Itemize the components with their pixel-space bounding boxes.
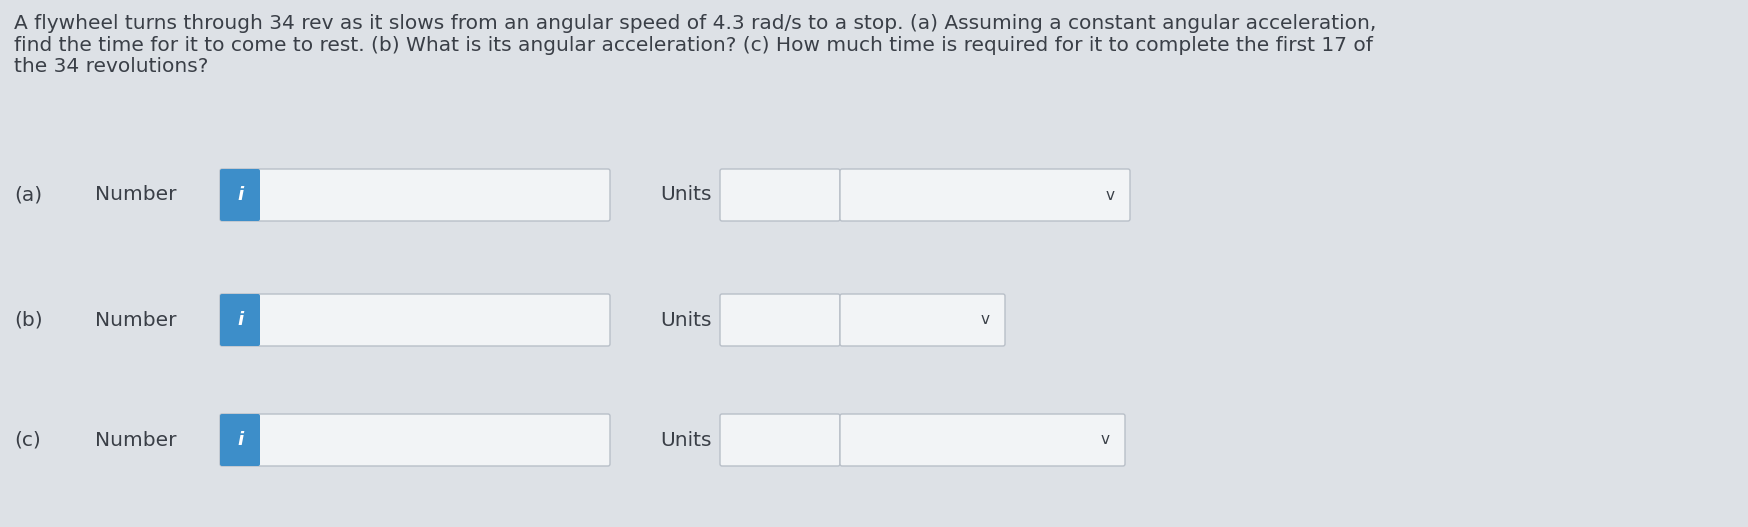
Text: (a): (a) bbox=[14, 186, 42, 204]
FancyBboxPatch shape bbox=[720, 169, 841, 221]
FancyBboxPatch shape bbox=[220, 414, 260, 466]
Text: (b): (b) bbox=[14, 310, 42, 329]
FancyBboxPatch shape bbox=[841, 294, 1005, 346]
Text: Number: Number bbox=[94, 431, 177, 450]
Text: i: i bbox=[238, 186, 243, 204]
FancyBboxPatch shape bbox=[720, 414, 841, 466]
FancyBboxPatch shape bbox=[220, 294, 260, 346]
Text: i: i bbox=[238, 311, 243, 329]
FancyBboxPatch shape bbox=[220, 169, 260, 221]
Text: i: i bbox=[238, 431, 243, 449]
Text: find the time for it to come to rest. (b) What is its angular acceleration? (c) : find the time for it to come to rest. (b… bbox=[14, 36, 1372, 55]
Text: A flywheel turns through 34 rev as it slows from an angular speed of 4.3 rad/s t: A flywheel turns through 34 rev as it sl… bbox=[14, 14, 1376, 33]
Text: Units: Units bbox=[661, 310, 711, 329]
Text: v: v bbox=[1101, 433, 1110, 447]
Text: the 34 revolutions?: the 34 revolutions? bbox=[14, 57, 208, 76]
FancyBboxPatch shape bbox=[220, 414, 610, 466]
FancyBboxPatch shape bbox=[720, 294, 841, 346]
Text: v: v bbox=[1105, 188, 1115, 202]
Text: Number: Number bbox=[94, 186, 177, 204]
Text: v: v bbox=[981, 313, 989, 327]
Text: Number: Number bbox=[94, 310, 177, 329]
Text: Units: Units bbox=[661, 431, 711, 450]
Text: (c): (c) bbox=[14, 431, 40, 450]
FancyBboxPatch shape bbox=[841, 169, 1129, 221]
FancyBboxPatch shape bbox=[841, 414, 1126, 466]
FancyBboxPatch shape bbox=[220, 169, 610, 221]
FancyBboxPatch shape bbox=[220, 294, 610, 346]
Text: Units: Units bbox=[661, 186, 711, 204]
